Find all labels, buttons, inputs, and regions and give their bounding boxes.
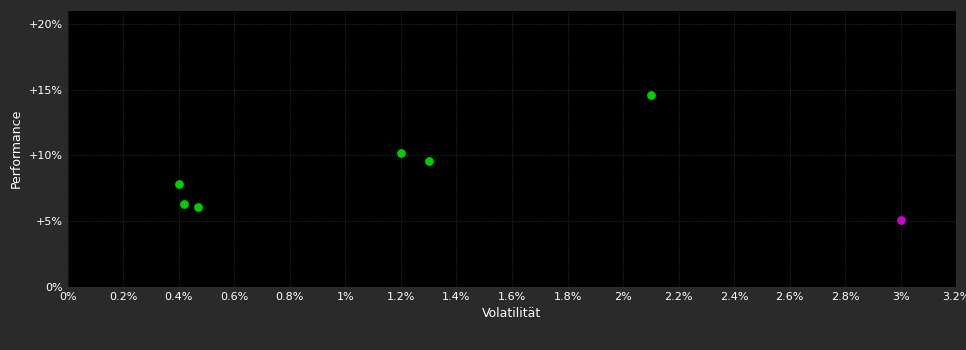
Point — [393, 150, 409, 155]
X-axis label: Volatilität: Volatilität — [482, 307, 542, 320]
Y-axis label: Performance: Performance — [10, 109, 23, 188]
Point — [421, 158, 437, 163]
Point — [171, 182, 186, 187]
Point — [643, 92, 659, 98]
Point — [190, 204, 206, 210]
Point — [177, 201, 192, 207]
Point — [893, 217, 908, 223]
